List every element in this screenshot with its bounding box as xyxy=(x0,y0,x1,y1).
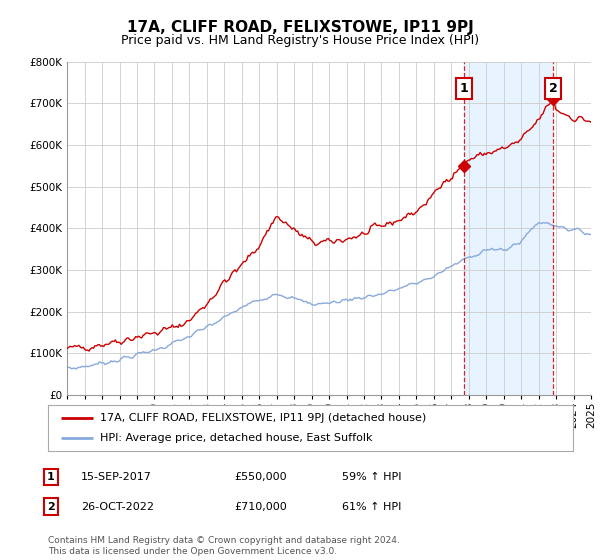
Text: £710,000: £710,000 xyxy=(234,502,287,512)
Text: 1: 1 xyxy=(460,82,468,95)
Text: Contains HM Land Registry data © Crown copyright and database right 2024.
This d: Contains HM Land Registry data © Crown c… xyxy=(48,536,400,556)
Text: 2: 2 xyxy=(548,82,557,95)
Bar xyxy=(464,62,553,395)
Text: 59% ↑ HPI: 59% ↑ HPI xyxy=(342,472,401,482)
Text: 26-OCT-2022: 26-OCT-2022 xyxy=(81,502,154,512)
Text: 61% ↑ HPI: 61% ↑ HPI xyxy=(342,502,401,512)
Text: 1: 1 xyxy=(47,472,55,482)
Text: £550,000: £550,000 xyxy=(234,472,287,482)
Text: 17A, CLIFF ROAD, FELIXSTOWE, IP11 9PJ (detached house): 17A, CLIFF ROAD, FELIXSTOWE, IP11 9PJ (d… xyxy=(101,413,427,423)
Text: HPI: Average price, detached house, East Suffolk: HPI: Average price, detached house, East… xyxy=(101,433,373,443)
Text: 2: 2 xyxy=(47,502,55,512)
Text: 15-SEP-2017: 15-SEP-2017 xyxy=(81,472,152,482)
Text: 17A, CLIFF ROAD, FELIXSTOWE, IP11 9PJ: 17A, CLIFF ROAD, FELIXSTOWE, IP11 9PJ xyxy=(127,20,473,35)
Text: Price paid vs. HM Land Registry's House Price Index (HPI): Price paid vs. HM Land Registry's House … xyxy=(121,34,479,46)
